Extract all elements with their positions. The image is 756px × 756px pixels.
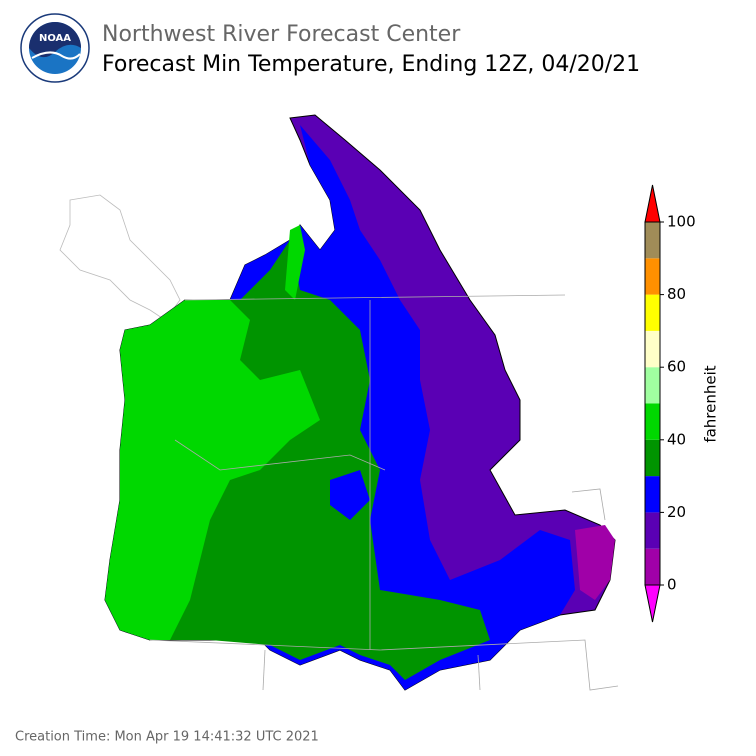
colorbar-segment (645, 548, 660, 585)
noaa-logo: NOAA (20, 13, 90, 83)
colorbar-tick-label: 0 (667, 576, 677, 594)
map (59, 114, 619, 691)
colorbar-tick-label: 40 (667, 430, 686, 448)
colorbar-segment (645, 439, 660, 477)
colorbar-under (644, 584, 661, 623)
logo-text: NOAA (39, 33, 71, 44)
title: Northwest River Forecast Center (102, 22, 461, 47)
colorbar-tick-label: 80 (667, 285, 686, 303)
colorbar-segment (645, 222, 660, 259)
colorbar-segment (645, 403, 660, 440)
colorbar-segment (645, 258, 660, 295)
colorbar-tick-label: 60 (667, 358, 686, 376)
colorbar-over (644, 184, 661, 223)
colorbar-segment (645, 294, 660, 331)
subtitle: Forecast Min Temperature, Ending 12Z, 04… (102, 52, 640, 77)
colorbar-segment (645, 476, 660, 513)
colorbar-segment (645, 512, 660, 549)
colorbar-label: fahrenheit (702, 365, 720, 442)
colorbar-segment (645, 330, 660, 368)
colorbar-frame (644, 221, 661, 586)
creation-time: Creation Time: Mon Apr 19 14:41:32 UTC 2… (15, 730, 319, 745)
colorbar-segment (645, 367, 660, 404)
colorbar-tick-label: 100 (667, 213, 696, 231)
colorbar-tick-label: 20 (667, 503, 686, 521)
colorbar: fahrenheit 0 20 40 60 80 100 (644, 184, 720, 623)
